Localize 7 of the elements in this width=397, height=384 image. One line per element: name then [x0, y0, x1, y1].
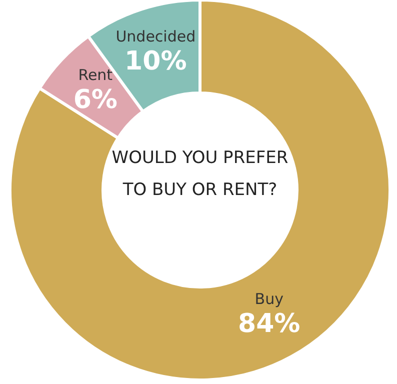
- data-label: 6%: [73, 84, 118, 115]
- text: WOULD YOU PREFER TO BUY OR RENT?: [110, 147, 290, 202]
- data-label: 84%: [238, 308, 300, 339]
- slice-label: Rent: [78, 66, 113, 84]
- data-label: 10%: [124, 46, 187, 77]
- slice-label: Undecided: [116, 28, 196, 46]
- slice-label: Buy: [254, 290, 284, 308]
